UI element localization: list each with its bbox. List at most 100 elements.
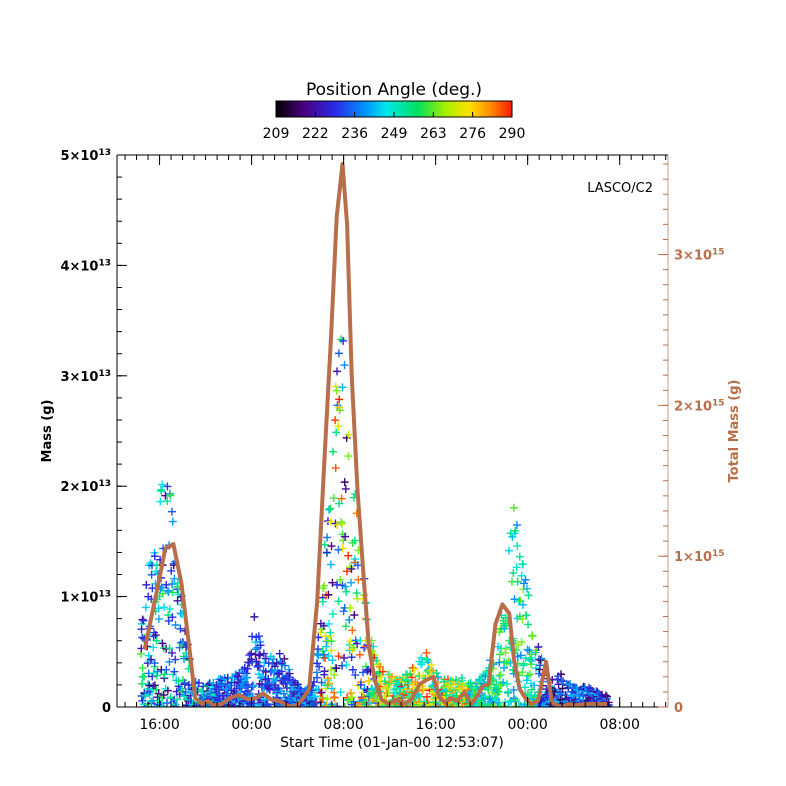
mass-point (149, 643, 158, 652)
mass-point (342, 567, 351, 576)
mass-point (372, 656, 381, 665)
mass-point (518, 668, 527, 677)
colorbar-tick-label: 276 (459, 126, 486, 142)
colorbar-title: Position Angle (deg.) (306, 80, 482, 100)
mass-point (519, 701, 528, 707)
y2-tick-label: 0 (674, 701, 683, 716)
mass-point (344, 430, 353, 439)
mass-point (509, 568, 518, 577)
y-tick-label: 1×1013 (60, 590, 111, 606)
mass-point (313, 649, 322, 658)
y-axis: 0 1×1013 2×1013 3×1013 4×1013 5×1013 (60, 148, 127, 716)
mass-point (139, 616, 148, 625)
x-tick-label: 16:00 (415, 717, 455, 733)
mass-point (534, 669, 543, 678)
mass-point (176, 624, 185, 633)
mass-point (333, 367, 342, 376)
mass-point (332, 428, 341, 437)
mass-point (526, 670, 535, 679)
mass-point (326, 665, 335, 674)
mass-point (334, 422, 343, 431)
mass-point (521, 575, 530, 584)
mass-point (333, 520, 342, 529)
mass-point (339, 336, 348, 345)
mass-point (513, 541, 522, 550)
mass-point (156, 701, 165, 707)
total-mass-line-group (142, 162, 607, 707)
mass-point (519, 560, 528, 569)
y-tick-label: 2×1013 (60, 479, 111, 495)
mass-point (163, 497, 172, 506)
mass-point (137, 625, 146, 634)
mass-point (344, 551, 353, 560)
mass-point (328, 656, 337, 665)
mass-point (275, 649, 284, 658)
mass-point (504, 546, 513, 555)
mass-point (350, 610, 359, 619)
mass-point (383, 684, 392, 693)
mass-point (231, 701, 240, 707)
mass-point (332, 664, 341, 673)
mass-point (324, 652, 333, 661)
mass-point (324, 505, 333, 514)
mass-point (359, 668, 368, 677)
mass-point (524, 620, 533, 629)
mass-point (566, 680, 575, 689)
mass-point (348, 626, 357, 635)
mass-point (167, 566, 176, 575)
mass-point (331, 382, 340, 391)
mass-point (145, 657, 154, 666)
mass-point (154, 615, 163, 624)
mass-point (311, 692, 320, 701)
mass-point (177, 687, 186, 696)
mass-point (442, 691, 451, 700)
mass-point (160, 603, 169, 612)
mass-point (337, 335, 346, 344)
mass-point (522, 676, 531, 685)
mass-point (520, 683, 529, 692)
mass-point (157, 487, 166, 496)
mass-point (341, 532, 350, 541)
mass-point (558, 684, 567, 693)
mass-point (138, 615, 147, 624)
mass-point (585, 683, 594, 692)
mass-point (313, 673, 322, 682)
mass-point (158, 480, 167, 489)
mass-point (319, 621, 328, 630)
mass-point (249, 682, 258, 691)
y2-axis-label: Total Mass (g) (727, 380, 742, 483)
mass-point (348, 665, 357, 674)
mass-point (173, 695, 182, 704)
mass-point (523, 645, 532, 654)
mass-point (527, 685, 536, 694)
mass-point (143, 680, 152, 689)
mass-point (259, 649, 268, 658)
mass-point (349, 697, 358, 706)
mass-point (354, 575, 363, 584)
colorbar-tick-label: 222 (302, 126, 329, 142)
mass-point (519, 661, 528, 670)
mass-point (519, 579, 528, 588)
mass-point (511, 697, 520, 706)
mass-point (602, 692, 611, 701)
mass-point (537, 654, 546, 663)
mass-point (317, 688, 326, 697)
mass-point (147, 570, 156, 579)
mass-point (333, 702, 342, 707)
mass-point (327, 637, 336, 646)
x-axis-label: Start Time (01-Jan-00 12:53:07) (280, 735, 504, 751)
mass-point (262, 701, 271, 707)
mass-point (168, 580, 177, 589)
mass-point (154, 604, 163, 613)
mass-point (255, 650, 264, 659)
mass-point (415, 692, 424, 701)
mass-point (513, 577, 522, 586)
mass-point (254, 632, 263, 641)
mass-point (248, 632, 257, 641)
mass-point (575, 695, 584, 704)
mass-point (410, 665, 419, 674)
instrument-label: LASCO/C2 (587, 181, 653, 196)
colorbar-tick-label: 209 (263, 126, 290, 142)
mass-point (154, 689, 163, 698)
mass-point (422, 648, 431, 657)
